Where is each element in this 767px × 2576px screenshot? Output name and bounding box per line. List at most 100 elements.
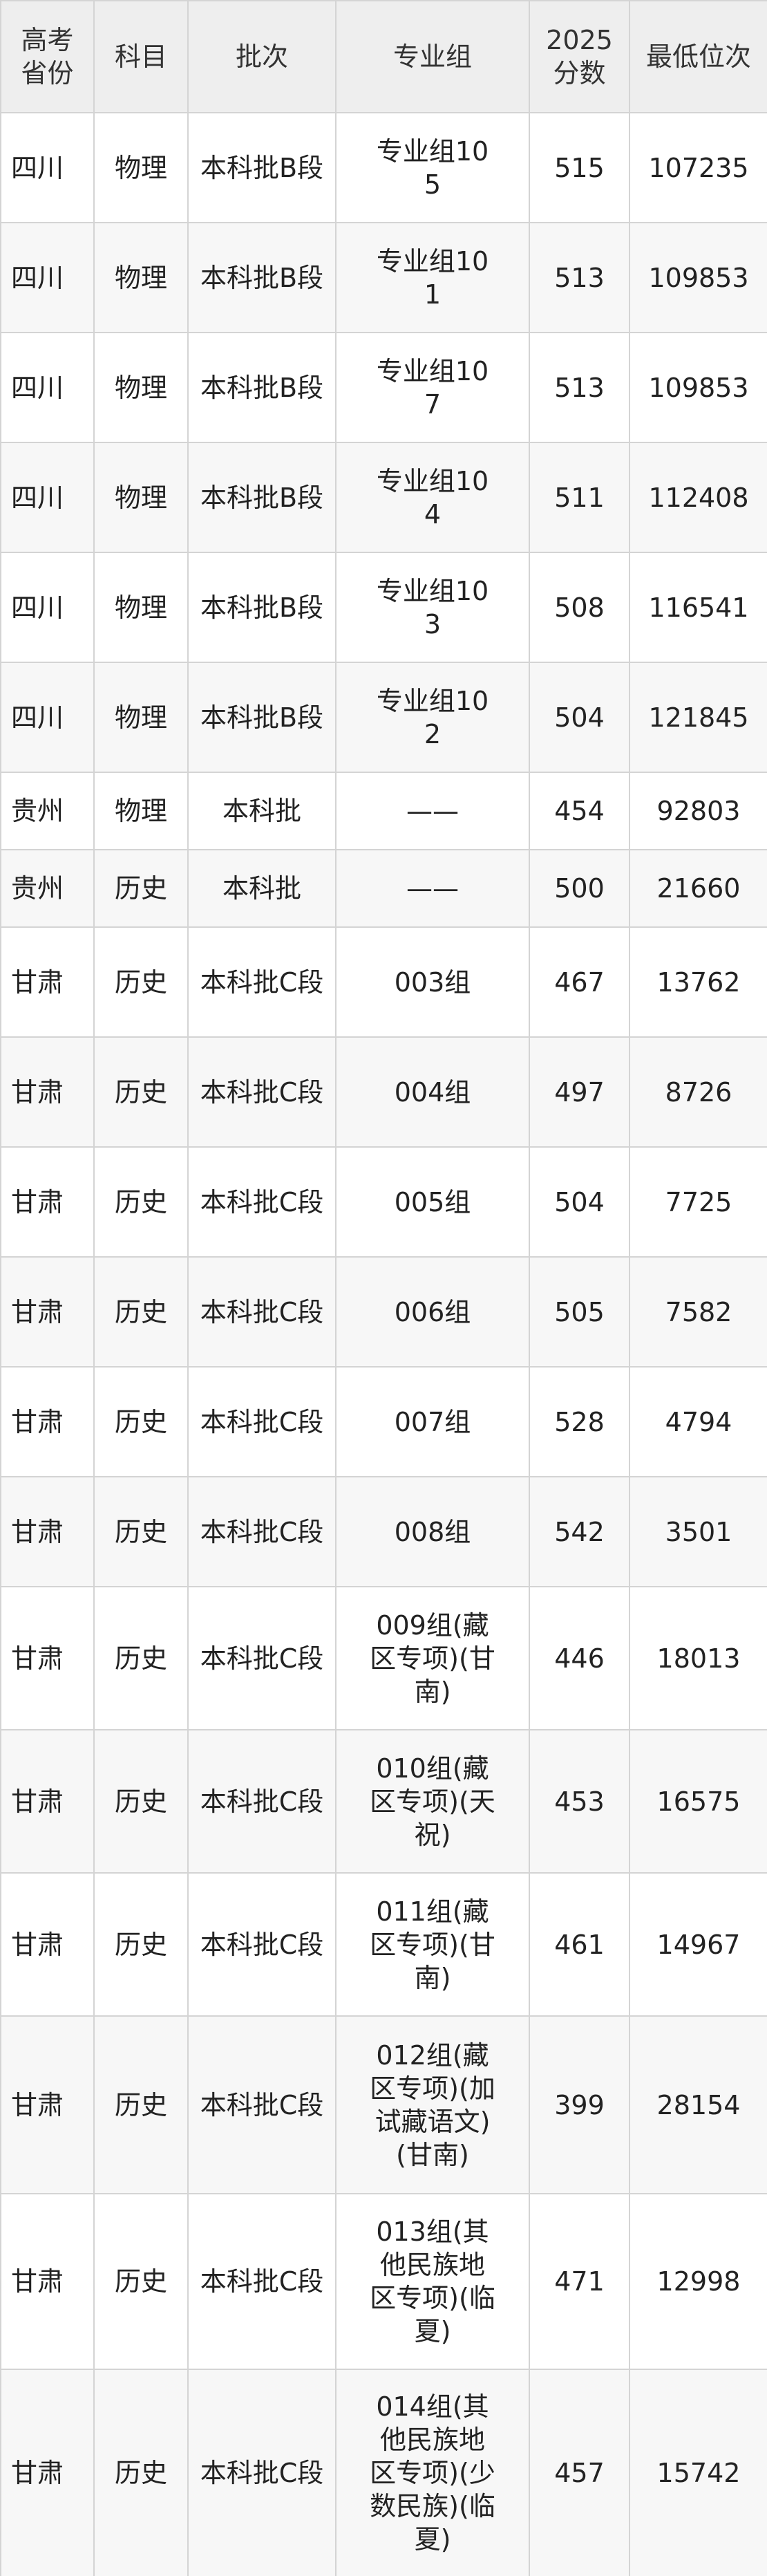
table-cell: 四川 — [0, 332, 95, 443]
table-cell: 专业组104 — [335, 442, 530, 553]
table-cell: 本科批C段 — [187, 2015, 337, 2194]
table-row: 甘肃 历史 本科批C段 013组(其他民族地区专项)(临夏) 471 12998 — [0, 2193, 767, 2370]
table-cell: 112408 — [629, 442, 767, 553]
table-cell: 贵州 — [0, 772, 95, 850]
table-cell: 历史 — [93, 1146, 189, 1258]
table-cell: 006组 — [335, 1256, 530, 1368]
table-cell: 历史 — [93, 1256, 189, 1368]
table-cell: 7725 — [629, 1146, 767, 1258]
table-cell: 本科批C段 — [187, 1256, 337, 1368]
table-cell: 513 — [529, 332, 630, 443]
header-cell: 2025分数 — [529, 0, 630, 113]
table-cell: 8726 — [629, 1036, 767, 1148]
table-cell: 457 — [529, 2369, 630, 2576]
table-row: 甘肃 历史 本科批C段 003组 467 13762 — [0, 926, 767, 1038]
table-cell: 本科批C段 — [187, 2193, 337, 2370]
table-row: 甘肃 历史 本科批C段 014组(其他民族地区专项)(少数民族)(临夏) 457 1574… — [0, 2369, 767, 2576]
table-cell: 物理 — [93, 772, 189, 850]
table-cell: 本科批C段 — [187, 1366, 337, 1477]
table-cell: 本科批 — [187, 772, 337, 850]
table-cell: 历史 — [93, 1036, 189, 1148]
table-cell: 历史 — [93, 1586, 189, 1730]
table-cell: 专业组103 — [335, 552, 530, 663]
table-cell: 500 — [529, 849, 630, 928]
table-cell: 116541 — [629, 552, 767, 663]
table-cell: 109853 — [629, 332, 767, 443]
header-cell: 专业组 — [335, 0, 530, 113]
header-row: 高考省份 科目 批次 专业组 2025分数 最低位次 — [0, 0, 767, 113]
table-cell: 008组 — [335, 1476, 530, 1587]
table-cell: 本科批C段 — [187, 1146, 337, 1258]
header-cell: 高考省份 — [0, 0, 95, 113]
table-body: 四川 物理 本科批B段 专业组105 515 107235 四川 物理 本科批B段 专业组101 5… — [0, 112, 767, 2576]
table-cell: 511 — [529, 442, 630, 553]
table-cell: 贵州 — [0, 849, 95, 928]
table-cell: 28154 — [629, 2015, 767, 2194]
table-cell: 甘肃 — [0, 1586, 95, 1730]
table-cell: 13762 — [629, 926, 767, 1038]
table-cell: 历史 — [93, 2015, 189, 2194]
table-cell: 历史 — [93, 2193, 189, 2370]
table-cell: 14967 — [629, 1872, 767, 2017]
table-cell: 007组 — [335, 1366, 530, 1477]
table-cell: 四川 — [0, 552, 95, 663]
table-cell: 四川 — [0, 112, 95, 223]
table-cell: 四川 — [0, 662, 95, 773]
table-cell: 121845 — [629, 662, 767, 773]
table-cell: 甘肃 — [0, 926, 95, 1038]
table-row: 贵州 物理 本科批 —— 454 92803 — [0, 772, 767, 850]
table-cell: 18013 — [629, 1586, 767, 1730]
table-row: 四川 物理 本科批B段 专业组102 504 121845 — [0, 662, 767, 773]
table-row: 甘肃 历史 本科批C段 010组(藏区专项)(天祝) 453 16575 — [0, 1729, 767, 1874]
table-cell: 399 — [529, 2015, 630, 2194]
table-cell: —— — [335, 849, 530, 928]
table-cell: 专业组102 — [335, 662, 530, 773]
table-cell: 7582 — [629, 1256, 767, 1368]
table-cell: 甘肃 — [0, 1256, 95, 1368]
table-cell: 446 — [529, 1586, 630, 1730]
table-cell: 4794 — [629, 1366, 767, 1477]
table-cell: 本科批C段 — [187, 1729, 337, 1874]
table-cell: 003组 — [335, 926, 530, 1038]
table-cell: 3501 — [629, 1476, 767, 1587]
table-cell: 16575 — [629, 1729, 767, 1874]
table-row: 甘肃 历史 本科批C段 011组(藏区专项)(甘南) 461 14967 — [0, 1872, 767, 2017]
table-cell: 甘肃 — [0, 1872, 95, 2017]
table-row: 甘肃 历史 本科批C段 006组 505 7582 — [0, 1256, 767, 1368]
table-cell: 497 — [529, 1036, 630, 1148]
table-cell: 本科批B段 — [187, 662, 337, 773]
table-cell: 471 — [529, 2193, 630, 2370]
table-cell: 本科批C段 — [187, 1586, 337, 1730]
table-cell: 物理 — [93, 332, 189, 443]
table-cell: 历史 — [93, 926, 189, 1038]
table-cell: 467 — [529, 926, 630, 1038]
table-cell: 甘肃 — [0, 1036, 95, 1148]
table-cell: 515 — [529, 112, 630, 223]
table-cell: 物理 — [93, 222, 189, 333]
table-cell: 本科批 — [187, 849, 337, 928]
table-cell: 物理 — [93, 552, 189, 663]
header-cell: 科目 — [93, 0, 189, 113]
table-cell: 甘肃 — [0, 1476, 95, 1587]
table-cell: 15742 — [629, 2369, 767, 2576]
table-cell: 专业组105 — [335, 112, 530, 223]
table-cell: 专业组107 — [335, 332, 530, 443]
table-row: 四川 物理 本科批B段 专业组101 513 109853 — [0, 222, 767, 333]
table-cell: 014组(其他民族地区专项)(少数民族)(临夏) — [335, 2369, 530, 2576]
table-row: 甘肃 历史 本科批C段 007组 528 4794 — [0, 1366, 767, 1477]
table-cell: 004组 — [335, 1036, 530, 1148]
table-cell: 504 — [529, 1146, 630, 1258]
table-cell: 528 — [529, 1366, 630, 1477]
table-cell: 21660 — [629, 849, 767, 928]
table-cell: 92803 — [629, 772, 767, 850]
table-cell: 本科批C段 — [187, 1036, 337, 1148]
table-cell: 454 — [529, 772, 630, 850]
table-row: 四川 物理 本科批B段 专业组103 508 116541 — [0, 552, 767, 663]
table-cell: 历史 — [93, 1872, 189, 2017]
table-cell: 甘肃 — [0, 2193, 95, 2370]
table-cell: 505 — [529, 1256, 630, 1368]
table-row: 甘肃 历史 本科批C段 004组 497 8726 — [0, 1036, 767, 1148]
table-cell: 历史 — [93, 1366, 189, 1477]
table-cell: 本科批B段 — [187, 332, 337, 443]
